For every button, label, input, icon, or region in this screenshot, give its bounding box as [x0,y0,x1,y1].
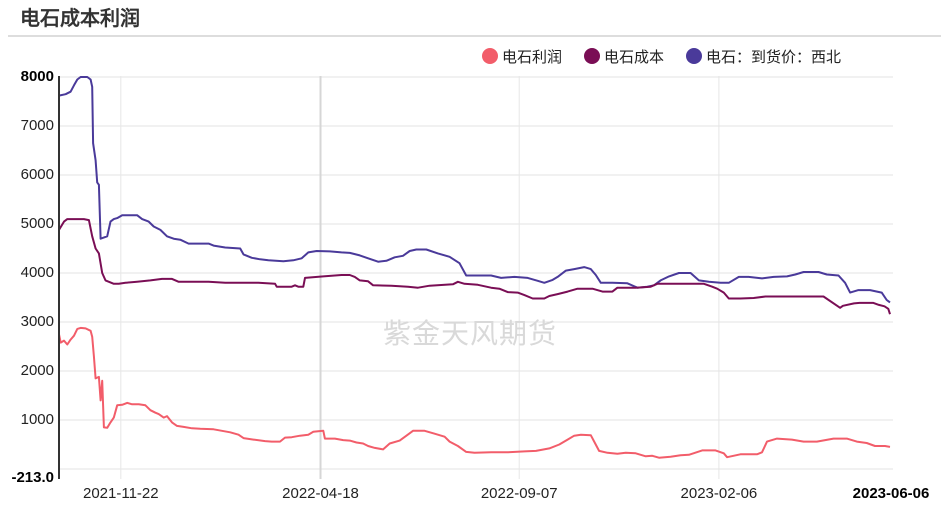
series-line-1 [58,218,891,315]
legend-label: 电石：到货价：西北 [706,47,842,66]
series-line-2 [58,326,891,459]
legend-dot-icon [482,48,498,64]
y-tick-label: 5000 [20,215,54,232]
y-tick-label: 1000 [20,411,54,428]
y-tick-label: -213.0 [11,469,54,486]
legend-dot-icon [584,48,601,64]
page-title: 电石成本利润 [20,6,140,30]
series-line-0 [58,76,891,304]
legend-label: 电石成本 [604,47,665,66]
x-tick-label: 2022-04-18 [282,485,359,502]
title-divider [8,35,941,37]
y-tick-label: 8000 [20,68,54,85]
chart-series [58,76,891,459]
legend-item-price-northwest[interactable]: 电石：到货价：西北 [686,46,841,67]
x-tick-label: 2023-02-06 [680,485,758,502]
chart-grid [59,76,893,479]
y-tick-label: 4000 [20,264,54,281]
legend-item-profit[interactable]: 电石利润 [482,46,562,67]
x-tick-label: 2021-11-22 [83,485,159,502]
chart-legend: 电石利润 电石成本 电石：到货价：西北 [482,45,863,67]
legend-item-cost[interactable]: 电石成本 [584,46,664,67]
y-tick-label: 2000 [20,362,54,379]
legend-label: 电石利润 [502,47,563,66]
y-tick-label: 7000 [20,117,54,134]
x-tick-label: 2023-06-06 [852,485,930,502]
y-tick-label: 3000 [20,313,54,330]
y-tick-label: 6000 [20,166,54,183]
x-tick-label: 2022-09-07 [480,485,558,502]
legend-dot-icon [686,48,703,64]
